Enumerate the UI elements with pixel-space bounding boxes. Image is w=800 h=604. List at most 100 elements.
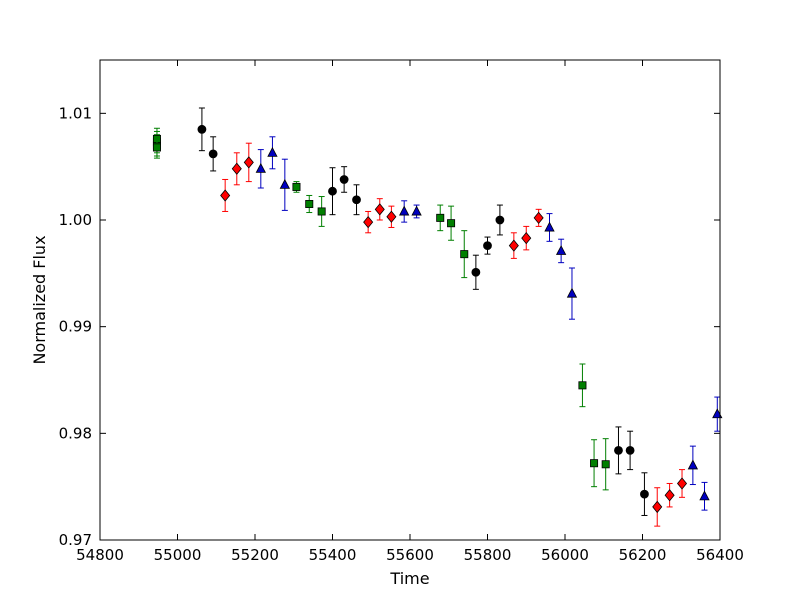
data-point-diamond (533, 208, 544, 227)
marker-square (436, 213, 445, 222)
marker-diamond (220, 189, 231, 202)
data-point-square (601, 438, 610, 491)
x-tick-label: 56000 (541, 546, 589, 564)
data-point-diamond (508, 232, 519, 259)
x-tick-label: 55800 (464, 546, 512, 564)
marker-triangle (687, 459, 699, 470)
marker-diamond (363, 216, 374, 229)
plot-area (100, 60, 720, 540)
marker-circle (328, 186, 337, 196)
data-point-circle (328, 167, 337, 216)
data-point-square (460, 230, 469, 279)
data-point-square (578, 363, 587, 408)
data-point-diamond (243, 142, 254, 183)
data-point-square (447, 205, 456, 241)
data-point-diamond (374, 198, 385, 221)
marker-square (578, 381, 587, 390)
data-point-square (292, 181, 301, 193)
marker-circle (339, 175, 349, 184)
data-point-diamond (363, 210, 374, 234)
marker-square (590, 459, 599, 468)
axis-ticks: 54800 55000 55200 55400 55600 55800 56000 56200… (59, 60, 744, 564)
data-point-triangle (255, 149, 266, 189)
x-axis-label: Time (389, 569, 429, 588)
marker-diamond (374, 203, 385, 216)
marker-triangle (566, 287, 578, 298)
data-point-diamond (220, 178, 231, 212)
data-point-circle (208, 136, 218, 172)
data-points (152, 107, 723, 527)
marker-square (305, 199, 314, 208)
marker-diamond (231, 162, 242, 175)
marker-circle (495, 215, 505, 225)
x-tick-label: 55400 (309, 546, 357, 564)
y-tick-label: 0.97 (59, 531, 92, 549)
x-tick-label: 56200 (619, 546, 667, 564)
marker-triangle (267, 146, 278, 157)
marker-square (317, 207, 326, 216)
x-tick-label: 55600 (386, 546, 434, 564)
y-tick-label: 0.99 (59, 318, 92, 336)
data-point-triangle (399, 200, 410, 223)
marker-square (460, 250, 469, 259)
marker-circle (483, 241, 492, 251)
marker-circle (352, 195, 361, 205)
data-point-circle (483, 236, 492, 255)
marker-circle (640, 489, 649, 499)
marker-triangle (555, 245, 567, 255)
marker-diamond (533, 211, 544, 224)
data-point-circle (471, 254, 481, 290)
data-point-circle (625, 430, 635, 471)
data-point-triangle (411, 204, 422, 219)
data-point-triangle (279, 158, 290, 211)
marker-triangle (411, 205, 422, 216)
marker-circle (614, 445, 623, 455)
marker-circle (471, 267, 481, 277)
data-point-circle (640, 472, 649, 516)
data-point-triangle (267, 136, 278, 170)
marker-diamond (652, 500, 663, 514)
data-point-circle (339, 166, 349, 193)
data-point-triangle (687, 445, 699, 486)
marker-circle (197, 124, 207, 134)
data-point-triangle (555, 238, 567, 264)
marker-triangle (279, 178, 290, 189)
data-point-diamond (677, 469, 688, 498)
data-point-square (317, 196, 326, 227)
marker-square (152, 143, 161, 152)
marker-diamond (386, 210, 397, 223)
y-tick-label: 1.00 (59, 211, 92, 229)
data-point-diamond (521, 225, 532, 251)
x-tick-label: 54800 (76, 546, 124, 564)
x-tick-label: 55200 (231, 546, 279, 564)
marker-diamond (521, 232, 532, 245)
marker-diamond (243, 156, 254, 169)
marker-circle (625, 445, 635, 455)
marker-triangle (255, 162, 266, 173)
data-point-diamond (664, 482, 675, 508)
marker-triangle (544, 221, 555, 232)
marker-triangle (699, 490, 710, 501)
data-point-square (152, 136, 161, 159)
marker-square (447, 219, 456, 228)
data-point-triangle (566, 267, 578, 320)
data-point-circle (352, 184, 361, 216)
data-point-circle (197, 107, 207, 152)
data-point-square (590, 439, 599, 488)
data-point-square (305, 194, 314, 214)
data-point-circle (614, 426, 623, 475)
marker-circle (208, 149, 218, 159)
data-point-diamond (386, 205, 397, 228)
data-point-square (436, 204, 445, 232)
x-tick-label: 55000 (154, 546, 202, 564)
data-point-triangle (544, 213, 555, 242)
marker-square (601, 460, 610, 469)
marker-triangle (399, 205, 410, 216)
y-tick-label: 0.98 (59, 424, 92, 442)
y-tick-label: 1.01 (59, 104, 92, 122)
data-point-diamond (231, 152, 242, 186)
marker-diamond (508, 239, 519, 252)
marker-square (292, 182, 301, 191)
y-axis-label: Normalized Flux (30, 235, 49, 364)
